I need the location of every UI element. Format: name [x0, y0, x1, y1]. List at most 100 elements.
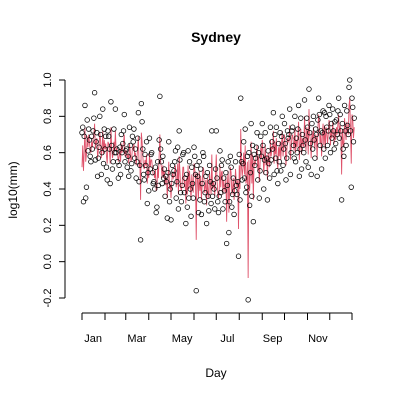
- data-point: [85, 148, 91, 154]
- data-point: [315, 95, 322, 101]
- data-point: [341, 102, 348, 109]
- data-point: [271, 171, 277, 178]
- data-point: [211, 186, 217, 192]
- data-point: [301, 149, 307, 156]
- data-point: [245, 297, 251, 303]
- data-point: [138, 100, 145, 107]
- data-point: [327, 111, 333, 118]
- data-point: [146, 188, 152, 194]
- data-point: [278, 168, 284, 174]
- data-point: [120, 140, 126, 147]
- data-point: [210, 180, 216, 187]
- data-point: [88, 159, 94, 165]
- data-point: [84, 117, 90, 123]
- data-point: [249, 193, 255, 199]
- data-point: [272, 131, 278, 138]
- data-point: [321, 146, 327, 152]
- data-point: [97, 113, 103, 120]
- data-point: [152, 164, 159, 170]
- data-point: [212, 206, 218, 212]
- data-point: [195, 209, 202, 216]
- y-tick-label: 0.0: [42, 254, 54, 269]
- data-point: [190, 195, 196, 201]
- data-point: [221, 188, 228, 194]
- data-point: [279, 113, 285, 120]
- data-point: [220, 206, 226, 212]
- data-point: [144, 200, 150, 207]
- data-point: [296, 173, 303, 179]
- data-point: [154, 204, 160, 210]
- data-point: [91, 115, 97, 121]
- data-point: [91, 90, 98, 96]
- data-point: [277, 130, 283, 136]
- data-point: [309, 120, 315, 127]
- data-point: [180, 149, 187, 156]
- data-point: [112, 106, 119, 112]
- data-point: [123, 146, 130, 152]
- data-point: [287, 171, 294, 178]
- data-point: [129, 160, 135, 167]
- data-point: [117, 171, 124, 178]
- data-point: [200, 153, 207, 159]
- data-point: [251, 151, 257, 158]
- data-point: [284, 155, 290, 161]
- data-point: [351, 115, 357, 121]
- data-point: [120, 128, 127, 134]
- data-point: [213, 128, 219, 134]
- data-point: [156, 137, 162, 143]
- data-point: [283, 177, 289, 183]
- data-point: [268, 157, 274, 163]
- data-point: [259, 120, 265, 127]
- data-point: [157, 93, 163, 100]
- data-point: [264, 197, 271, 203]
- data-point: [215, 209, 222, 216]
- data-point: [103, 133, 109, 139]
- data-point: [154, 159, 161, 165]
- data-point: [261, 186, 267, 192]
- data-point: [275, 180, 281, 187]
- data-point: [114, 146, 120, 152]
- data-point: [209, 193, 216, 199]
- data-point: [137, 162, 143, 169]
- x-axis: Jan Mar May Jul Sep Nov: [81, 312, 353, 345]
- data-point: [225, 159, 231, 165]
- data-point: [298, 115, 304, 121]
- data-point: [300, 142, 306, 149]
- data-point: [233, 182, 239, 189]
- x-tick-label: May: [172, 333, 193, 345]
- data-point: [269, 146, 276, 152]
- data-point: [158, 159, 165, 165]
- data-point: [322, 155, 328, 161]
- data-point: [196, 159, 202, 165]
- data-point: [217, 148, 223, 154]
- data-point: [295, 102, 302, 109]
- data-point: [243, 184, 250, 190]
- data-point: [98, 171, 104, 178]
- data-point: [344, 122, 351, 129]
- data-point: [342, 128, 348, 134]
- data-point: [87, 153, 93, 159]
- y-tick-label: -0.2: [42, 289, 54, 308]
- data-point: [126, 173, 132, 179]
- data-point: [293, 135, 300, 141]
- data-point: [195, 173, 201, 179]
- data-point: [206, 162, 213, 169]
- data-point: [234, 191, 240, 198]
- data-point: [208, 200, 214, 207]
- data-point: [178, 199, 185, 205]
- data-point: [255, 149, 262, 156]
- data-point: [297, 146, 303, 152]
- data-point: [318, 166, 325, 172]
- data-point: [223, 240, 230, 247]
- data-point: [313, 131, 320, 138]
- data-point: [134, 135, 141, 141]
- data-point: [215, 199, 221, 205]
- data-point: [212, 166, 219, 172]
- data-point: [267, 124, 274, 130]
- data-point: [157, 146, 164, 152]
- data-point: [235, 179, 241, 185]
- data-point: [168, 217, 174, 223]
- data-point: [104, 177, 110, 183]
- data-point: [256, 195, 262, 201]
- data-point: [226, 229, 232, 236]
